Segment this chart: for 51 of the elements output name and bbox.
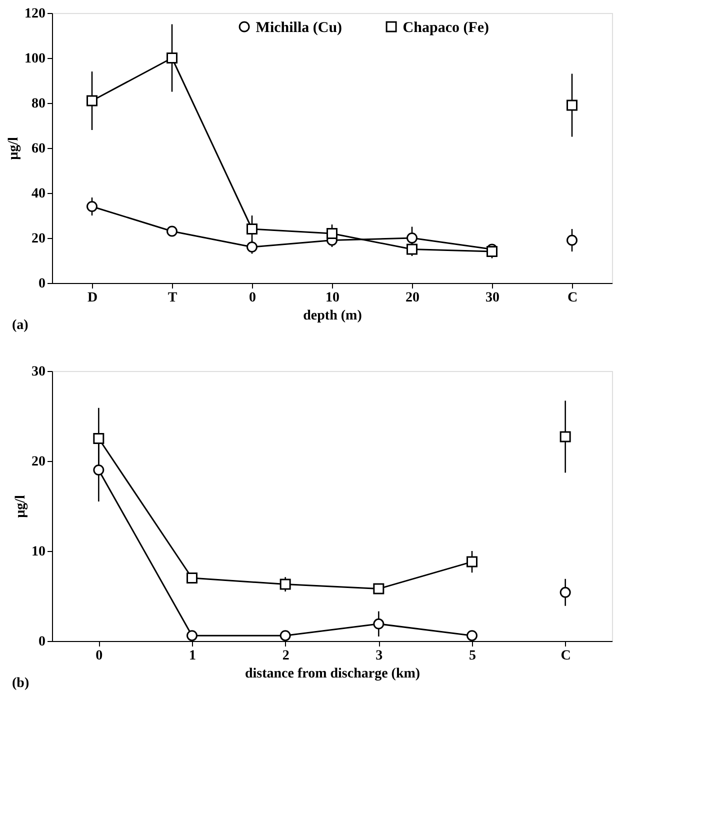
x-axis-title: depth (m) — [303, 308, 362, 324]
x-tick-label: 0 — [249, 290, 256, 306]
y-tick-label: 40 — [32, 186, 46, 202]
point — [186, 630, 198, 642]
x-tick-label: 3 — [376, 648, 383, 664]
x-tick-label: D — [87, 290, 98, 306]
legend-label: Michilla (Cu) — [256, 20, 342, 36]
point — [466, 556, 478, 568]
y-tick-label: 30 — [32, 364, 46, 380]
legend-label: Chapaco (Fe) — [402, 20, 490, 36]
x-tick-label: 1 — [189, 648, 196, 664]
point — [280, 630, 291, 642]
point — [166, 52, 178, 64]
y-tick-label: 80 — [32, 96, 46, 112]
point — [466, 630, 478, 642]
x-tick-label: T — [168, 290, 178, 306]
point — [326, 228, 338, 239]
point — [86, 95, 98, 106]
y-tick-label: 0 — [38, 276, 46, 292]
x-tick-label: 0 — [96, 648, 103, 664]
x-tick-label: 20 — [406, 290, 420, 306]
point — [93, 464, 104, 476]
y-axis-title: µg/l — [6, 136, 22, 160]
point — [186, 572, 198, 584]
x-tick-label: 5 — [469, 648, 476, 664]
text: (b) — [12, 676, 30, 691]
point — [486, 246, 498, 257]
y-tick-label: 120 — [24, 6, 46, 22]
point — [280, 578, 291, 590]
point — [406, 232, 418, 244]
y-tick-label: 60 — [32, 142, 46, 156]
point — [406, 244, 418, 255]
point — [93, 433, 104, 444]
text: (a) — [12, 318, 29, 333]
point — [373, 583, 384, 594]
y-tick-label: 0 — [38, 634, 46, 650]
point — [166, 226, 178, 237]
y-tick-label: 20 — [32, 232, 46, 246]
y-tick-label: 100 — [24, 52, 46, 66]
x-tick-label: 2 — [282, 648, 290, 664]
x-tick-label: C — [567, 290, 578, 306]
y-tick-label: 10 — [32, 544, 46, 560]
y-axis-title: µg/l — [14, 494, 28, 518]
point — [86, 201, 98, 212]
point — [373, 618, 384, 630]
x-tick-label: 10 — [326, 290, 340, 306]
x-tick-label: C — [560, 648, 571, 664]
y-tick-label: 20 — [32, 454, 46, 470]
x-tick-label: 30 — [486, 290, 500, 306]
point — [246, 224, 258, 234]
x-axis-title: distance from discharge (km) — [244, 666, 420, 682]
